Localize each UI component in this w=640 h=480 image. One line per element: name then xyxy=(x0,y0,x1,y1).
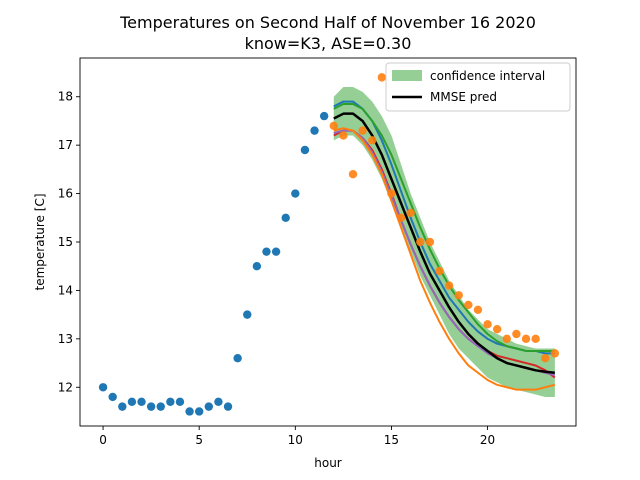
x-tick-label: 5 xyxy=(195,433,203,447)
observed-point xyxy=(252,262,262,271)
mmse-pred-line xyxy=(333,112,555,374)
observed-point xyxy=(291,189,300,198)
observed-point xyxy=(137,397,146,406)
actual-point xyxy=(368,136,377,145)
observed-point xyxy=(271,247,281,256)
observed-point xyxy=(262,247,271,256)
observed-point xyxy=(194,407,204,416)
y-axis-label: temperature [C] xyxy=(33,194,47,291)
observed-point xyxy=(185,407,194,416)
actual-point xyxy=(329,121,338,130)
y-tick-label: 13 xyxy=(58,332,73,346)
observed-point xyxy=(243,310,252,319)
x-tick-label: 10 xyxy=(288,433,303,447)
actual-point xyxy=(377,73,387,82)
actual-point xyxy=(425,237,435,247)
observed-point xyxy=(233,354,242,363)
actual-point xyxy=(406,208,415,218)
y-tick-label: 15 xyxy=(58,235,73,249)
actual-point xyxy=(531,334,540,344)
chart-title-line2: know=K3, ASE=0.30 xyxy=(245,34,412,53)
actual-point xyxy=(502,334,511,344)
actual-point xyxy=(464,300,473,310)
actual-point xyxy=(339,131,348,140)
x-tick-label: 0 xyxy=(99,433,107,447)
observed-point xyxy=(156,402,165,411)
sample-line xyxy=(333,127,556,391)
y-tick-label: 17 xyxy=(58,138,73,152)
actual-point xyxy=(492,324,502,334)
observed-point xyxy=(300,145,310,155)
actual-point xyxy=(454,291,463,300)
observed-point xyxy=(281,213,290,222)
legend: confidence interval MMSE pred xyxy=(385,62,571,112)
x-axis-label: hour xyxy=(314,456,342,470)
observed-point xyxy=(98,383,108,392)
legend-frame xyxy=(385,62,571,112)
actual-point xyxy=(521,334,531,344)
observed-point xyxy=(214,397,223,406)
actual-point xyxy=(435,266,444,276)
y-tick-label: 14 xyxy=(58,283,73,297)
y-tick-label: 16 xyxy=(58,187,73,201)
x-tick-label: 20 xyxy=(480,433,495,447)
observed-point xyxy=(118,402,127,411)
observed-point xyxy=(223,402,233,411)
observed-point xyxy=(127,397,137,406)
observed-point xyxy=(204,402,214,411)
actual-point xyxy=(416,237,425,247)
actual-point xyxy=(358,126,367,135)
observed-point xyxy=(319,111,329,121)
actual-point xyxy=(483,320,492,329)
chart-title-line1: Temperatures on Second Half of November … xyxy=(119,13,536,32)
observed-point xyxy=(146,402,156,411)
legend-mmse-label: MMSE pred xyxy=(430,90,497,104)
observed-point xyxy=(175,397,185,406)
confidence-band xyxy=(333,87,555,397)
y-tick-label: 18 xyxy=(58,90,73,104)
actual-point xyxy=(512,329,521,339)
actual-point xyxy=(444,281,454,290)
plot-area xyxy=(98,73,560,416)
actual-point xyxy=(387,189,396,198)
y-tick-label: 12 xyxy=(58,380,73,394)
actual-point xyxy=(473,305,483,314)
sample-line xyxy=(333,103,555,352)
x-tick-label: 15 xyxy=(384,433,399,447)
legend-ci-patch xyxy=(392,70,422,81)
observed-point xyxy=(166,397,175,406)
actual-point xyxy=(396,213,406,222)
actual-point xyxy=(550,349,560,358)
actual-point xyxy=(348,170,358,179)
legend-ci-label: confidence interval xyxy=(430,69,545,83)
actual-point xyxy=(541,354,550,363)
observed-point xyxy=(310,126,319,135)
observed-point xyxy=(108,392,117,402)
axes: 0 5 10 15 20 12 13 14 15 16 17 18 xyxy=(58,90,495,447)
